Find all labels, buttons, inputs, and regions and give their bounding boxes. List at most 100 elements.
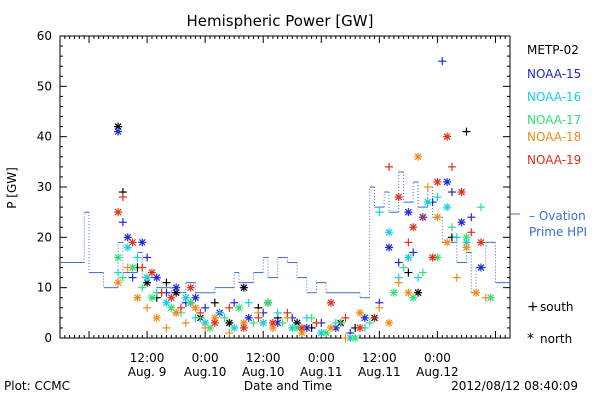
south-point-noaa19: [138, 263, 147, 272]
south-point-noaa17: [138, 283, 147, 292]
north-point-noaa18: [191, 303, 200, 312]
north-point-noaa17: [264, 298, 273, 307]
south-point-noaa17: [220, 313, 229, 322]
north-symbol: *: [527, 331, 534, 347]
north-point-noaa17: [167, 303, 176, 312]
south-point-noaa17: [447, 223, 456, 232]
north-point-noaa19: [356, 323, 364, 332]
south-point-noaa18: [481, 293, 490, 302]
north-point-noaa16: [259, 318, 268, 327]
south-point-noaa17: [278, 318, 287, 327]
south-point-noaa19: [254, 313, 263, 322]
south-point-noaa17: [365, 318, 374, 327]
south-point-noaa15: [201, 303, 210, 312]
north-point-noaa16: [230, 323, 239, 332]
south-point-noaa18: [452, 273, 461, 282]
ovation-legend: – Ovation Prime HPI: [510, 209, 587, 239]
south-point-noaa15: [438, 57, 447, 66]
data-points-layer: [114, 57, 495, 342]
x-tick-date-label: Aug. 9: [128, 365, 167, 379]
north-point-noaa18: [133, 293, 142, 302]
north-point-noaa15: [172, 283, 181, 292]
y-axis-label: P [GW]: [5, 167, 19, 209]
north-point-noaa19: [128, 238, 137, 247]
x-tick-date-label: Aug.10: [184, 365, 227, 379]
south-point-noaa15: [447, 188, 456, 197]
north-label: north: [540, 332, 572, 346]
north-point-noaa19: [210, 318, 219, 327]
x-tick-date-label: Aug.10: [242, 365, 285, 379]
y-tick-label: 50: [37, 79, 52, 93]
south-point-metp02: [210, 298, 219, 307]
north-point-metp02: [114, 122, 123, 131]
north-point-noaa19: [394, 193, 403, 202]
north-point-noaa17: [235, 303, 244, 312]
south-point-noaa19: [385, 162, 394, 171]
south-point-noaa18: [375, 303, 384, 312]
south-point-noaa17: [336, 318, 345, 327]
south-point-noaa18: [143, 303, 152, 312]
north-point-noaa19: [114, 208, 123, 217]
south-label: south: [540, 300, 574, 314]
symbol-legend: + south * north: [527, 299, 574, 347]
south-point-noaa16: [375, 208, 384, 217]
x-tick-time-label: 12:00: [246, 351, 281, 365]
x-tick-date-label: Aug.11: [300, 365, 343, 379]
x-tick-time-label: 12:00: [362, 351, 397, 365]
north-point-noaa15: [443, 177, 452, 186]
south-point-noaa19: [176, 303, 185, 312]
south-point-noaa17: [118, 273, 127, 282]
north-point-noaa19: [326, 298, 335, 307]
north-point-noaa16: [423, 198, 432, 207]
north-point-noaa19: [239, 323, 248, 332]
south-point-noaa15: [128, 273, 137, 282]
y-tick-label: 40: [37, 130, 52, 144]
south-point-noaa18: [423, 183, 432, 191]
south-point-noaa15: [409, 248, 418, 257]
south-point-noaa19: [196, 308, 205, 317]
legend-entry-metp02: METP-02: [527, 43, 579, 57]
legend-entry-noaa16: NOAA-16: [527, 90, 581, 104]
south-point-noaa19: [157, 288, 166, 297]
south-point-noaa19: [418, 213, 427, 222]
plot-source-label: Plot: CCMC: [4, 379, 70, 393]
north-point-noaa19: [433, 177, 442, 186]
south-point-noaa15: [394, 258, 403, 267]
south-point-noaa18: [123, 263, 132, 272]
y-tick-label: 10: [37, 281, 52, 295]
south-point-noaa16: [244, 298, 253, 307]
legend-entry-noaa15: NOAA-15: [527, 67, 581, 81]
chart-title: Hemispheric Power [GW]: [187, 12, 374, 30]
south-point-noaa18: [225, 328, 234, 337]
y-axis: 0 10 20 30 40 50 60: [37, 29, 510, 345]
south-point-noaa15: [230, 298, 239, 307]
south-point-noaa19: [225, 303, 234, 312]
south-point-noaa16: [215, 308, 224, 317]
south-point-noaa16: [414, 273, 423, 282]
south-symbol: +: [527, 299, 539, 315]
x-tick-time-label: 0:00: [424, 351, 451, 365]
legend-entry-noaa17: NOAA-17: [527, 113, 581, 127]
y-tick-label: 0: [44, 331, 52, 345]
south-point-noaa18: [181, 318, 190, 327]
north-point-noaa17: [147, 293, 156, 302]
south-point-noaa16: [433, 193, 442, 202]
south-point-noaa16: [452, 233, 461, 242]
south-point-noaa15: [467, 213, 476, 222]
north-point-noaa16: [443, 203, 452, 212]
north-point-noaa15: [114, 127, 123, 136]
north-point-noaa18: [462, 243, 471, 252]
north-point-noaa18: [404, 288, 413, 297]
x-tick-date-label: Aug.12: [416, 365, 459, 379]
north-point-noaa18: [385, 318, 394, 327]
north-point-noaa19: [457, 188, 466, 197]
north-point-noaa15: [404, 208, 413, 217]
south-point-noaa17: [476, 203, 485, 212]
south-point-noaa18: [162, 323, 171, 332]
north-point-noaa17: [351, 334, 360, 342]
south-point-noaa19: [467, 228, 476, 237]
plot-timestamp: 2012/08/12 08:40:09: [451, 379, 578, 393]
north-point-noaa15: [385, 243, 394, 252]
